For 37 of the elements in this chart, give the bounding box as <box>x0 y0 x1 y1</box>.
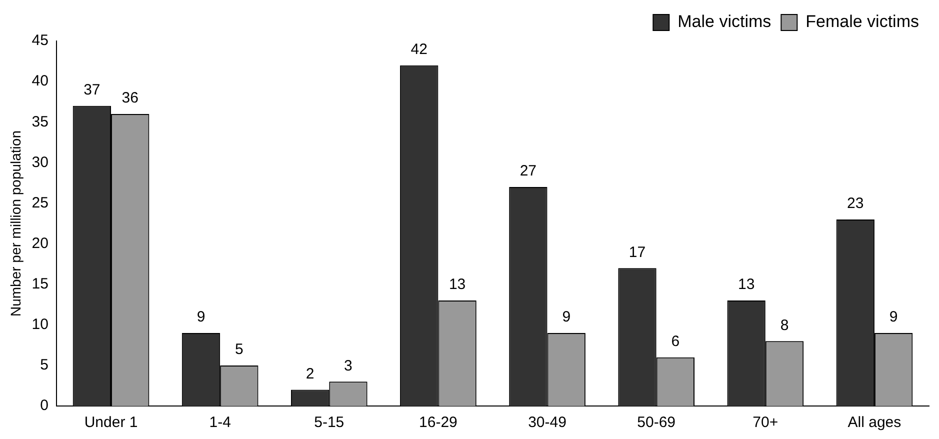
data-label: 9 <box>196 308 206 326</box>
y-tick-label: 35 <box>32 113 48 130</box>
data-label: 3 <box>344 357 352 374</box>
data-label: 8 <box>780 316 789 334</box>
x-tick-label: 16-29 <box>419 414 458 432</box>
y-tick-label: 40 <box>32 72 48 90</box>
data-label: 13 <box>738 276 755 294</box>
data-label: 6 <box>671 332 680 350</box>
y-tick-label: 45 <box>32 32 48 50</box>
data-label: 2 <box>306 365 314 382</box>
x-tick-label: 1-4 <box>209 414 231 432</box>
y-tick-label: 10 <box>32 316 48 334</box>
y-tick-label: 5 <box>40 356 48 374</box>
data-label: 36 <box>122 90 138 107</box>
x-tick-label: 70+ <box>752 414 778 432</box>
data-label: 27 <box>520 162 537 180</box>
y-tick-label: 30 <box>32 154 48 171</box>
y-axis-title: Number per million population <box>7 130 24 316</box>
x-tick-label: All ages <box>848 414 902 432</box>
legend-label: Female victims <box>806 12 920 32</box>
data-label: 5 <box>234 341 244 358</box>
data-label: 42 <box>410 40 428 58</box>
data-label: 9 <box>889 308 898 326</box>
data-label: 13 <box>448 276 466 294</box>
y-tick-label: 0 <box>40 397 48 414</box>
x-tick-label: 5-15 <box>314 414 344 432</box>
data-label: 9 <box>562 308 571 326</box>
y-tick-label: 25 <box>32 194 48 212</box>
x-tick-label: 50-69 <box>637 414 676 432</box>
data-label: 23 <box>847 195 864 212</box>
data-label: 17 <box>628 244 646 261</box>
data-label: 37 <box>84 82 100 99</box>
y-tick-label: 20 <box>32 234 48 252</box>
x-tick-label: 30-49 <box>528 414 566 432</box>
legend-label: Male victims <box>678 12 772 32</box>
x-tick-label: Under 1 <box>84 414 138 432</box>
y-tick-label: 15 <box>32 275 48 292</box>
